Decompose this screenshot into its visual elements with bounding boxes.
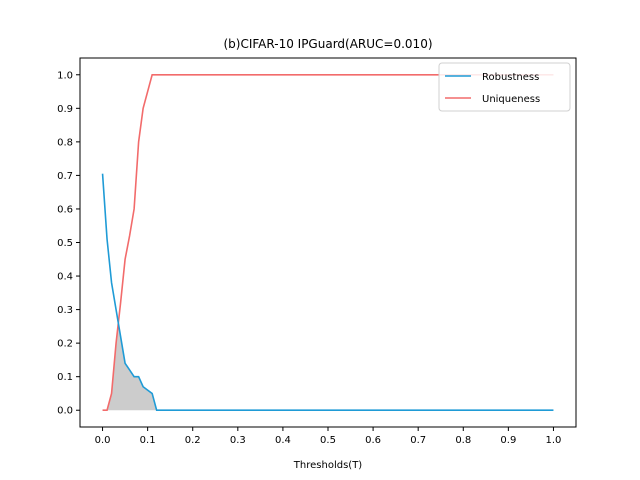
- x-tick-label: 0.7: [410, 435, 426, 446]
- x-tick-label: 0.4: [275, 435, 291, 446]
- legend-label-robustness: Robustness: [482, 72, 539, 83]
- fill-between-area: [102, 323, 161, 411]
- x-ticks: 0.0 0.1 0.2 0.3 0.4 0.5 0.6 0.7 0.8 0.9 1.0: [95, 427, 562, 446]
- y-tick-label: 0.0: [57, 406, 73, 417]
- series-layer: [101, 73, 554, 412]
- x-tick-label: 0.5: [320, 435, 336, 446]
- y-tick-label: 0.3: [57, 305, 73, 316]
- y-ticks: 0.0 0.1 0.2 0.3 0.4 0.5 0.6 0.7 0.8 0.9 1.0: [57, 70, 80, 417]
- y-tick-label: 0.8: [57, 137, 73, 148]
- x-tick-label: 0.2: [185, 435, 201, 446]
- y-tick-label: 0.5: [57, 238, 73, 249]
- y-tick-label: 0.4: [57, 272, 73, 283]
- fill-layer: [102, 323, 161, 411]
- y-tick-label: 0.6: [57, 204, 73, 215]
- y-tick-label: 0.9: [57, 104, 73, 115]
- y-tick-label: 0.7: [57, 171, 73, 182]
- y-tick-label: 0.2: [57, 339, 73, 350]
- x-tick-label: 0.6: [365, 435, 381, 446]
- x-tick-label: 0.8: [455, 435, 471, 446]
- legend-label-uniqueness: Uniqueness: [482, 94, 540, 105]
- x-tick-label: 0.0: [95, 435, 111, 446]
- x-tick-label: 0.9: [500, 435, 516, 446]
- legend: Robustness Uniqueness: [438, 62, 571, 112]
- x-tick-label: 0.1: [140, 435, 156, 446]
- series-line-robustness: [101, 173, 554, 412]
- legend-frame: [438, 62, 571, 112]
- y-tick-label: 1.0: [57, 70, 73, 81]
- x-tick-label: 0.3: [230, 435, 246, 446]
- chart-title: (b)CIFAR-10 IPGuard(ARUC=0.010): [223, 37, 432, 51]
- x-tick-label: 1.0: [546, 435, 562, 446]
- x-axis-label: Thresholds(T): [293, 460, 363, 471]
- y-tick-label: 0.1: [57, 372, 73, 383]
